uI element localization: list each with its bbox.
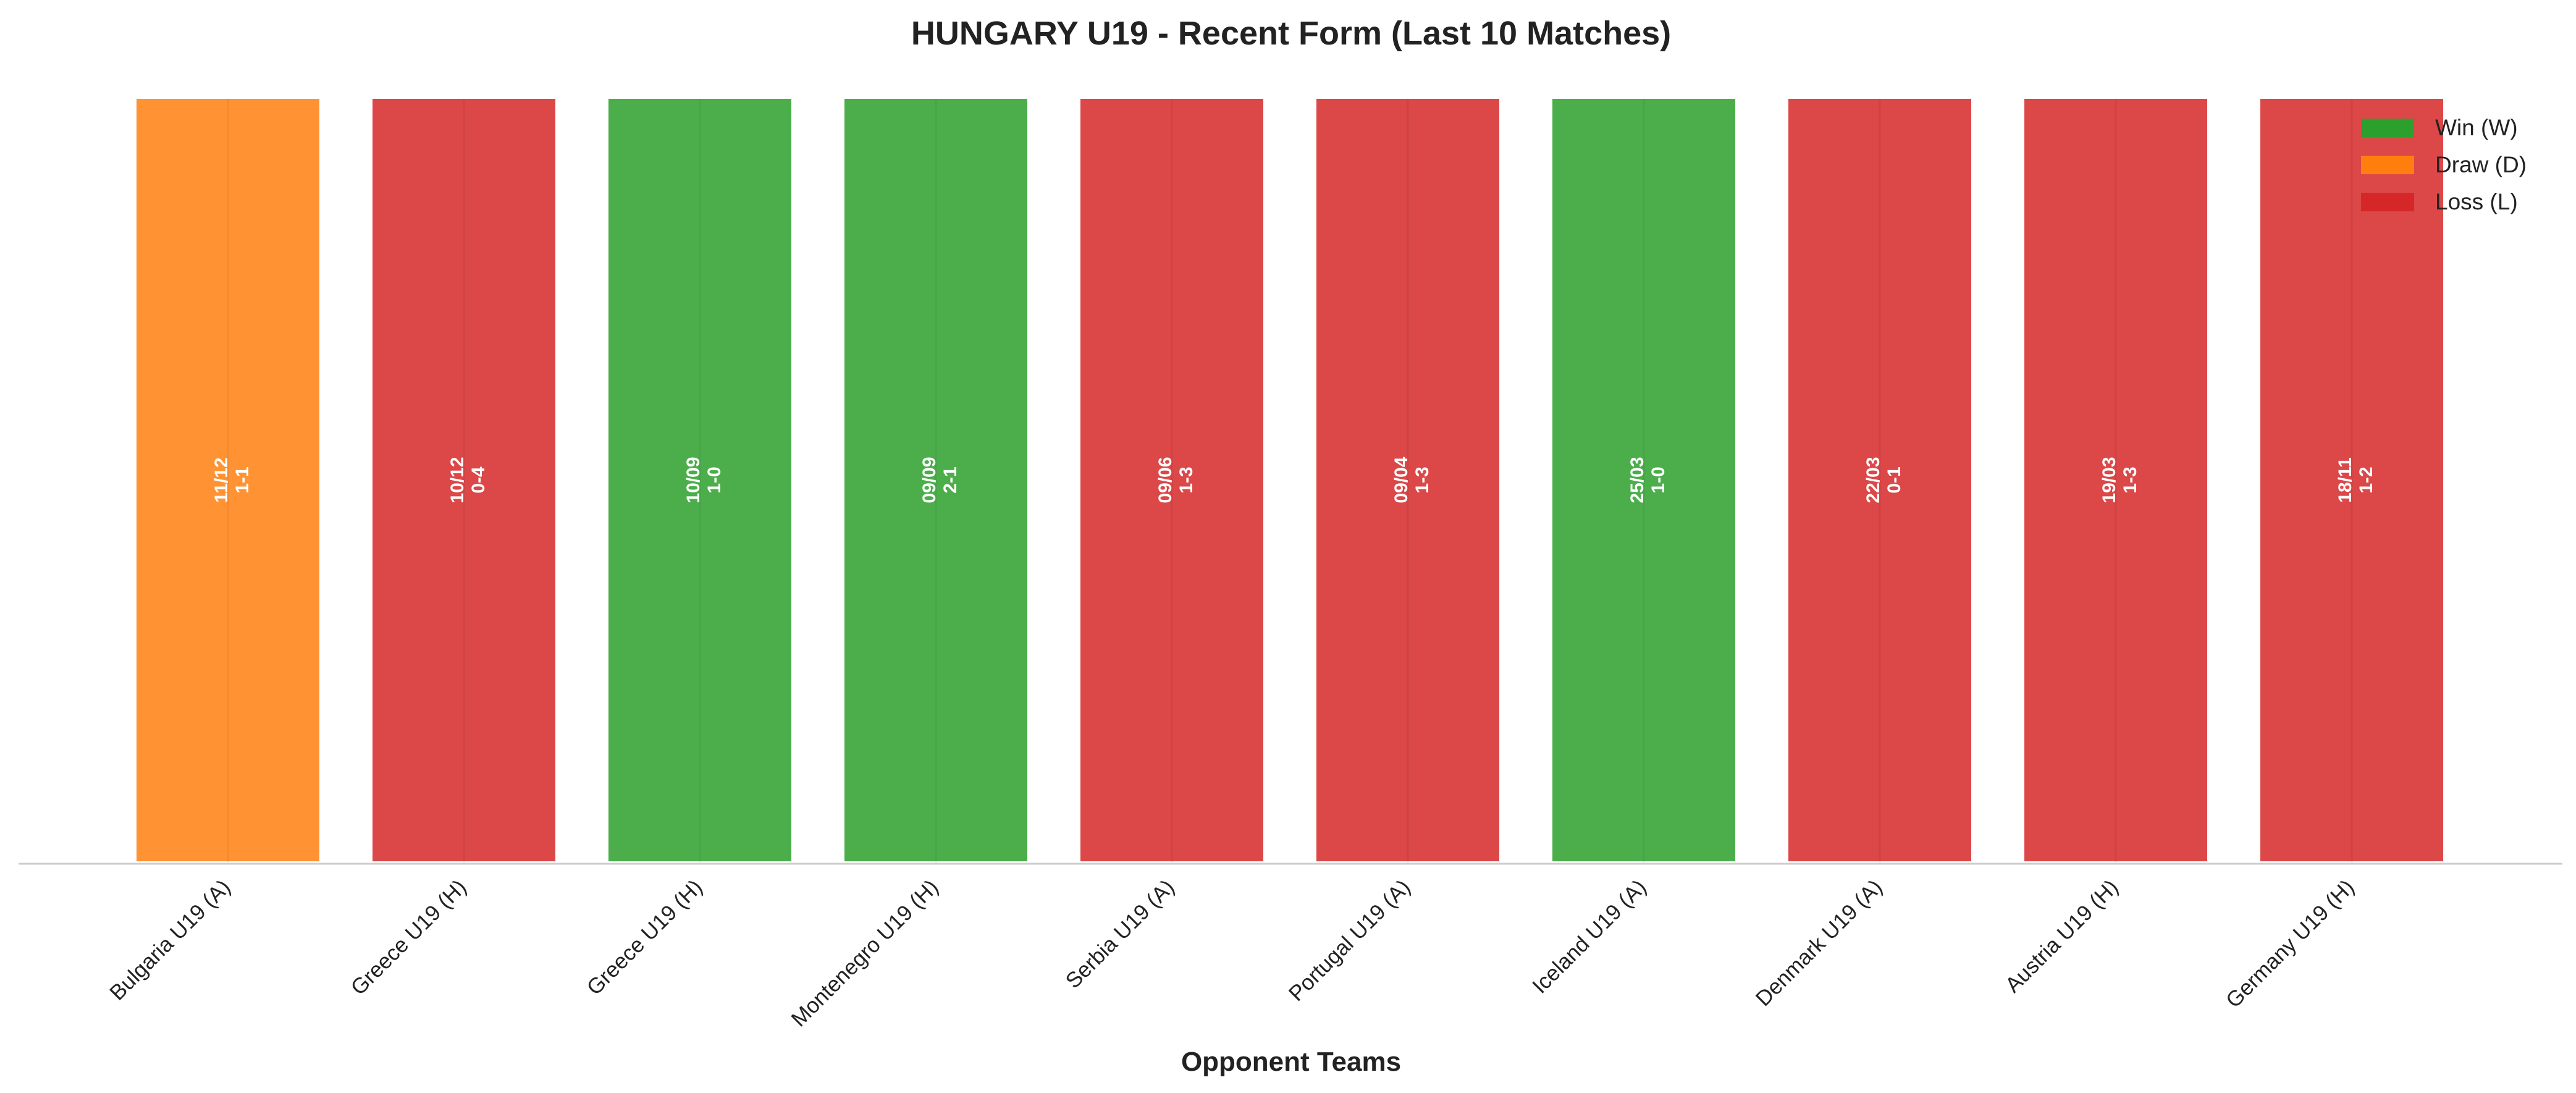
legend-label-L: Loss (L) bbox=[2435, 189, 2518, 214]
bar-date-1: 11/12 bbox=[211, 457, 232, 502]
bar-score-8: 0-1 bbox=[1884, 466, 1905, 493]
bar-label-10: 18/111-2 bbox=[2335, 457, 2376, 502]
bar-score-9: 1-3 bbox=[2120, 466, 2140, 493]
bar-label-2: 10/120-4 bbox=[447, 457, 489, 503]
bar-score-10: 1-2 bbox=[2356, 466, 2376, 493]
bar-10 bbox=[2258, 96, 2446, 864]
bar-score-2: 0-4 bbox=[468, 466, 489, 494]
bar-1 bbox=[134, 96, 322, 864]
bar-label-7: 25/031-0 bbox=[1627, 457, 1669, 503]
bar-date-7: 25/03 bbox=[1627, 457, 1648, 503]
bar-8 bbox=[1786, 96, 1974, 864]
x-tick-label-4: Montenegro U19 (H) bbox=[786, 875, 943, 1031]
x-tick-label-2: Greece U19 (H) bbox=[346, 875, 471, 1000]
bar-7 bbox=[1550, 96, 1738, 864]
x-tick-label-8: Denmark U19 (A) bbox=[1751, 875, 1887, 1011]
bar-3 bbox=[606, 96, 794, 864]
legend-label-W: Win (W) bbox=[2435, 115, 2518, 140]
legend: Win (W) Draw (D) Loss (L) bbox=[2361, 115, 2527, 214]
x-tick-label-5: Serbia U19 (A) bbox=[1061, 875, 1179, 993]
bar-5 bbox=[1078, 96, 1266, 864]
bar-4 bbox=[842, 96, 1030, 864]
bar-date-10: 18/11 bbox=[2335, 457, 2355, 502]
bar-label-6: 09/041-3 bbox=[1391, 457, 1433, 503]
bar-9 bbox=[2022, 96, 2210, 864]
bar-date-5: 09/06 bbox=[1155, 457, 1176, 503]
legend-swatch-D bbox=[2361, 156, 2414, 174]
bars-group: 11/121-1 10/120-4 10/091-0 09/092-1 09/061-3… bbox=[134, 96, 2446, 864]
bar-score-4: 2-1 bbox=[940, 466, 961, 493]
bar-6 bbox=[1314, 96, 1502, 864]
bar-date-9: 19/03 bbox=[2099, 457, 2119, 503]
bar-score-7: 1-0 bbox=[1648, 466, 1669, 493]
bar-label-8: 22/030-1 bbox=[1863, 457, 1905, 503]
bar-date-4: 09/09 bbox=[919, 457, 940, 503]
bar-score-5: 1-3 bbox=[1176, 466, 1197, 493]
bar-score-6: 1-3 bbox=[1412, 466, 1433, 493]
x-tick-label-10: Germany U19 (H) bbox=[2221, 875, 2359, 1013]
bar-score-3: 1-0 bbox=[704, 466, 725, 493]
bar-date-6: 09/04 bbox=[1391, 457, 1412, 503]
x-tick-label-9: Austria U19 (H) bbox=[2001, 875, 2123, 997]
legend-swatch-W bbox=[2361, 119, 2414, 137]
bar-date-2: 10/12 bbox=[447, 457, 468, 503]
x-tick-label-6: Portugal U19 (A) bbox=[1284, 875, 1415, 1006]
bar-2 bbox=[370, 96, 558, 864]
x-tick-labels: Bulgaria U19 (A) Greece U19 (H) Greece U19… bbox=[105, 875, 2359, 1031]
bar-label-1: 11/121-1 bbox=[211, 457, 253, 502]
bar-date-8: 22/03 bbox=[1863, 457, 1884, 503]
bar-score-1: 1-1 bbox=[232, 466, 253, 493]
bar-label-3: 10/091-0 bbox=[683, 457, 725, 503]
legend-swatch-L bbox=[2361, 193, 2414, 211]
bar-label-9: 19/031-3 bbox=[2099, 457, 2140, 503]
bar-label-4: 09/092-1 bbox=[919, 457, 961, 503]
bar-date-3: 10/09 bbox=[683, 457, 704, 503]
x-tick-label-1: Bulgaria U19 (A) bbox=[105, 875, 235, 1005]
chart-title: HUNGARY U19 - Recent Form (Last 10 Match… bbox=[911, 15, 1671, 52]
x-axis-label: Opponent Teams bbox=[1181, 1047, 1401, 1077]
bar-label-5: 09/061-3 bbox=[1155, 457, 1197, 503]
x-tick-label-7: Iceland U19 (A) bbox=[1528, 875, 1651, 998]
x-tick-label-3: Greece U19 (H) bbox=[582, 875, 707, 1000]
legend-label-D: Draw (D) bbox=[2435, 152, 2527, 177]
